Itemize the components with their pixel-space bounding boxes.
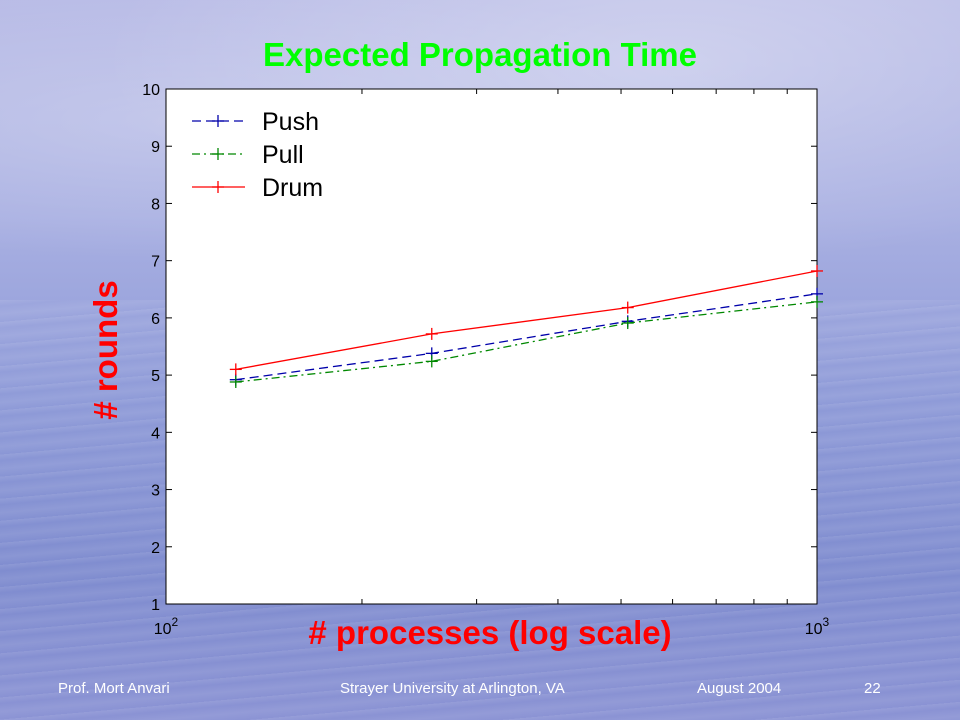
y-tick-label: 10 — [142, 82, 160, 99]
x-axis-label: # processes (log scale) — [308, 614, 672, 651]
x-tick-label: 103 — [805, 615, 830, 638]
y-tick-label: 5 — [151, 368, 160, 385]
y-tick-label: 1 — [151, 597, 160, 614]
footer-date: August 2004 — [697, 680, 782, 697]
legend-label-pull: Pull — [262, 141, 304, 169]
series-line-pull — [235, 301, 818, 383]
y-tick-label: 4 — [151, 425, 160, 442]
chart-title: Expected Propagation Time — [263, 36, 697, 73]
footer-author: Prof. Mort Anvari — [58, 680, 170, 697]
y-tick-label: 3 — [151, 483, 160, 500]
y-tick-label: 9 — [151, 139, 160, 156]
footer-page-number: 22 — [864, 680, 881, 697]
y-axis-label: # rounds — [87, 280, 124, 420]
y-tick-label: 7 — [151, 254, 160, 271]
legend-label-drum: Drum — [262, 174, 323, 202]
chart-axes: 1 2 3 4 5 6 7 8 9 10 102 103 — [142, 82, 829, 638]
series-drum — [229, 264, 823, 376]
series-line-push — [235, 293, 818, 381]
y-tick-label: 8 — [151, 196, 160, 213]
series-pull — [229, 295, 823, 388]
footer-institution: Strayer University at Arlington, VA — [340, 680, 565, 697]
plot-area — [165, 88, 818, 605]
legend-label-push: Push — [262, 108, 319, 136]
series-line-drum — [235, 270, 818, 371]
y-tick-label: 2 — [151, 540, 160, 557]
chart-legend: Push Pull Drum — [192, 108, 323, 202]
x-tick-label: 102 — [154, 615, 179, 638]
chart-series — [229, 264, 823, 388]
y-tick-label: 6 — [151, 311, 160, 328]
